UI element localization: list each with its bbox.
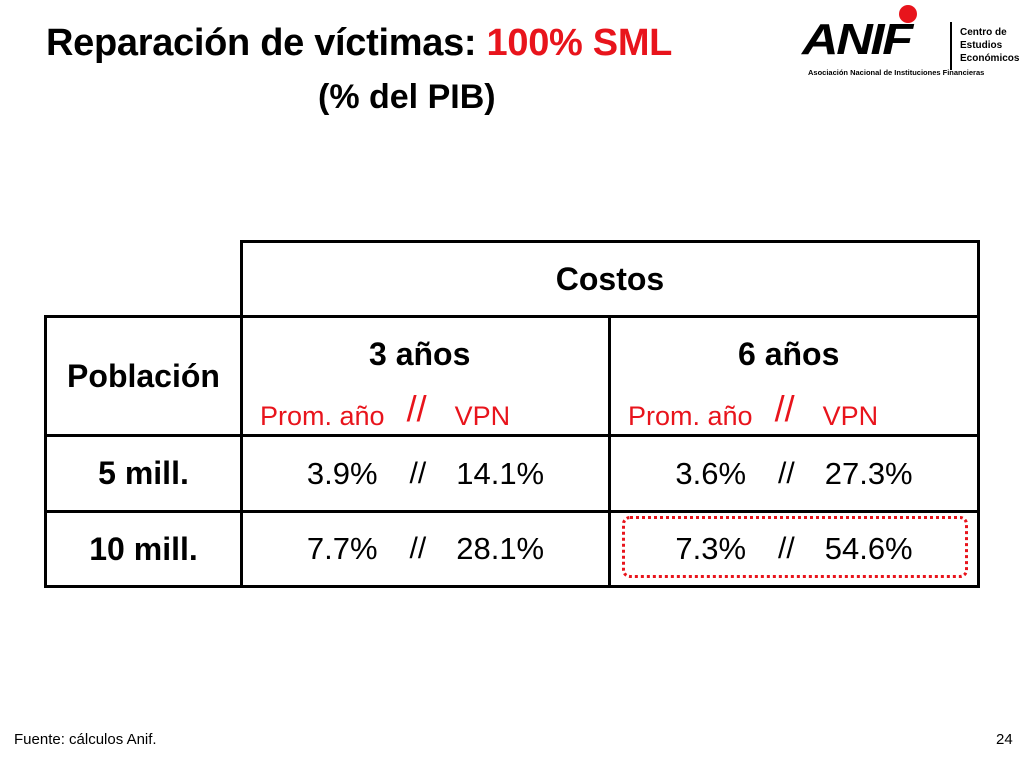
table-cell-3-anos: 3.9% // 14.1% <box>240 434 611 513</box>
table-cell-6-anos: 3.6% // 27.3% <box>608 434 980 513</box>
prom-value: 3.6% <box>675 455 747 491</box>
logo-centro: Centro de Estudios Económicos <box>960 26 1019 65</box>
logo-divider <box>950 22 952 70</box>
costos-table: Costos Población 3 años Prom. año // VPN 6… <box>44 240 980 588</box>
prom-value: 7.7% <box>306 531 378 566</box>
header-3-anos-sub: Prom. año // VPN <box>260 388 511 434</box>
logo-wordmark: ANIF <box>802 15 913 64</box>
page-number: 24 <box>996 731 1013 748</box>
logo-centro-line: Económicos <box>960 53 1020 64</box>
header-costos-label: Costos <box>555 260 665 297</box>
title-accent: 100% SML <box>486 22 673 64</box>
sub-separator: // <box>774 388 795 429</box>
logo-centro-line: Estudios <box>960 40 1003 51</box>
sub-vpn: VPN <box>822 401 879 431</box>
table-cell-6-anos: 7.3% // 54.6% <box>608 510 980 588</box>
header-costos: Costos <box>240 240 980 318</box>
slide-title: Reparación de víctimas: 100% SML <box>46 22 672 65</box>
value-separator: // <box>409 532 427 565</box>
slide-subtitle: (% del PIB) <box>318 78 496 116</box>
vpn-value: 27.3% <box>824 455 913 491</box>
value-separator: // <box>778 456 795 490</box>
vpn-value: 54.6% <box>824 531 913 566</box>
prom-value: 7.3% <box>675 531 747 566</box>
header-6-anos-label: 6 años <box>738 336 840 372</box>
header-3-anos-label: 3 años <box>369 336 471 372</box>
header-poblacion-label: Población <box>67 357 220 394</box>
table-row-poblacion: 5 mill. <box>44 434 243 513</box>
footer-source: Fuente: cálculos Anif. <box>14 731 157 748</box>
anif-logo: ANIF Asociación Nacional de Institucione… <box>800 4 1024 84</box>
logo-tagline: Asociación Nacional de Instituciones Fin… <box>808 68 985 77</box>
vpn-value: 28.1% <box>456 531 545 566</box>
header-6-anos-sub: Prom. año // VPN <box>628 388 879 434</box>
sub-vpn: VPN <box>454 401 511 431</box>
header-6-anos: 6 años Prom. año // VPN <box>608 315 980 437</box>
table-row-poblacion: 10 mill. <box>44 510 243 588</box>
logo-centro-line: Centro de <box>960 27 1007 38</box>
header-poblacion: Población <box>44 315 243 437</box>
poblacion-value: 5 mill. <box>98 455 189 491</box>
sub-separator: // <box>406 388 427 429</box>
prom-value: 3.9% <box>306 455 378 491</box>
table-cell-3-anos: 7.7% // 28.1% <box>240 510 611 588</box>
vpn-value: 14.1% <box>456 455 545 491</box>
header-3-anos: 3 años Prom. año // VPN <box>240 315 611 437</box>
sub-prom-ano: Prom. año <box>628 401 753 431</box>
logo-red-dot-icon <box>899 5 917 23</box>
highlight-dotted-box <box>622 516 968 578</box>
title-main: Reparación de víctimas: <box>46 22 487 64</box>
poblacion-value: 10 mill. <box>89 530 198 567</box>
sub-prom-ano: Prom. año <box>260 401 385 431</box>
value-separator: // <box>778 532 795 565</box>
value-separator: // <box>409 456 427 490</box>
